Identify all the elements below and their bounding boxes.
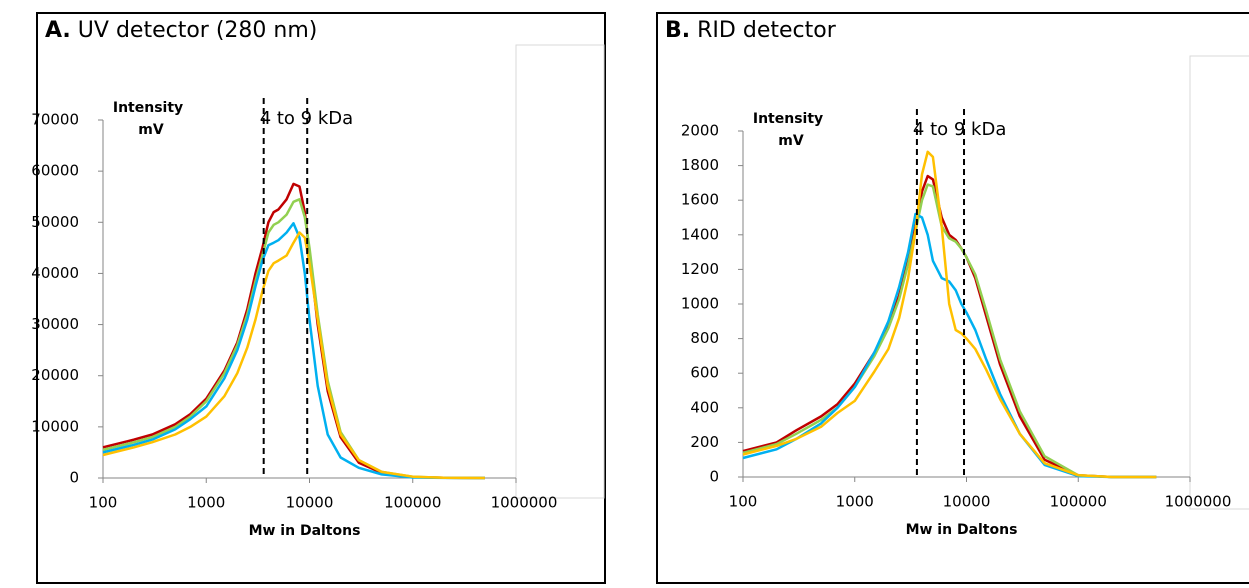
y-tick-label: 400 (690, 398, 719, 416)
series-line (102, 182, 485, 480)
y-axis-label: mV (778, 133, 804, 149)
y-tick-label: 800 (690, 329, 719, 347)
x-tick-label: 1000 (187, 494, 225, 512)
y-tick-label: 0 (709, 468, 719, 486)
annotation: 4 to 9 kDa (913, 119, 1006, 140)
panel-label: A. (45, 18, 71, 43)
title-text: RID detector (697, 18, 837, 43)
legend-box (515, 44, 605, 499)
x-tick-label: 10000 (943, 493, 991, 511)
x-tick-label: 100000 (1050, 493, 1107, 511)
x-tick-label: 1000000 (1165, 493, 1232, 511)
y-tick-label: 70000 (31, 111, 79, 129)
panel-frame (656, 12, 1249, 584)
x-tick-label: 1000000 (491, 494, 558, 512)
y-axis-label: Intensity (753, 111, 823, 127)
title-text: UV detector (280 nm) (78, 18, 318, 43)
panel-label: B. (665, 18, 690, 43)
panel-frame (36, 12, 606, 584)
series-line (102, 231, 485, 480)
chart-title: B. RID detector (665, 18, 837, 43)
y-tick-label: 40000 (31, 264, 79, 282)
x-tick-label: 1000 (836, 493, 874, 511)
y-axis-label: Intensity (113, 100, 183, 116)
x-axis-label: Mw in Daltons (906, 522, 1018, 538)
x-tick-label: 100000 (384, 494, 441, 512)
y-tick-label: 20000 (31, 366, 79, 384)
y-tick-label: 200 (690, 433, 719, 451)
x-tick-label: 100 (729, 493, 758, 511)
y-tick-label: 2000 (681, 122, 719, 140)
y-tick-label: 1800 (681, 156, 719, 174)
x-tick-label: 10000 (286, 494, 334, 512)
x-axis-label: Mw in Daltons (249, 523, 361, 539)
y-tick-label: 1400 (681, 225, 719, 243)
x-tick-label: 100 (89, 494, 118, 512)
y-axis-label: mV (138, 122, 164, 138)
y-tick-label: 600 (690, 364, 719, 382)
y-tick-label: 30000 (31, 315, 79, 333)
series-line (742, 174, 1157, 479)
y-tick-label: 50000 (31, 213, 79, 231)
y-tick-label: 1000 (681, 295, 719, 313)
y-tick-label: 1200 (681, 260, 719, 278)
series-line (742, 150, 1157, 479)
y-tick-label: 60000 (31, 162, 79, 180)
annotation: 4 to 9 kDa (260, 108, 353, 129)
y-tick-label: 10000 (31, 417, 79, 435)
legend-box (1189, 55, 1249, 510)
series-line (102, 222, 485, 480)
chart-title: A. UV detector (280 nm) (45, 18, 317, 43)
y-tick-label: 0 (69, 469, 79, 487)
y-tick-label: 1600 (681, 191, 719, 209)
